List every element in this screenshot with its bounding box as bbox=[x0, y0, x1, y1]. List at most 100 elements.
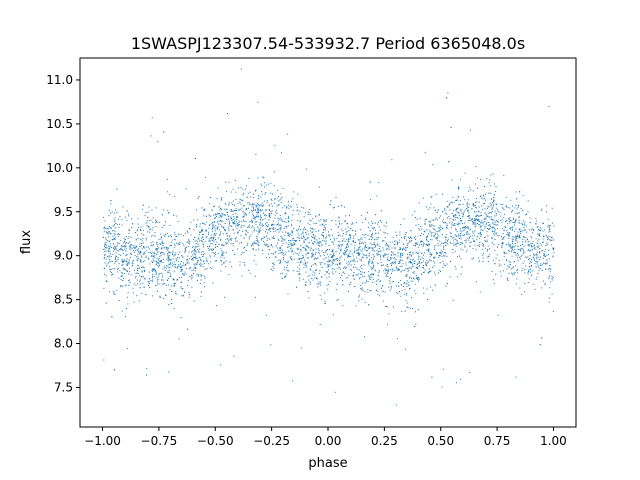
data-point bbox=[122, 262, 124, 264]
data-point bbox=[157, 262, 158, 264]
data-point bbox=[520, 230, 522, 232]
data-point bbox=[254, 218, 256, 220]
data-point bbox=[496, 235, 498, 237]
data-point bbox=[281, 277, 283, 279]
data-point bbox=[236, 228, 238, 230]
data-point bbox=[280, 229, 282, 231]
data-point bbox=[182, 256, 184, 258]
data-point bbox=[177, 257, 179, 259]
data-point bbox=[290, 244, 292, 246]
data-point bbox=[415, 242, 417, 244]
data-point bbox=[362, 289, 364, 291]
data-point bbox=[193, 300, 195, 302]
data-point bbox=[191, 278, 193, 280]
data-point bbox=[377, 251, 379, 253]
data-point bbox=[187, 246, 189, 247]
data-point bbox=[325, 227, 327, 229]
data-point bbox=[531, 249, 533, 251]
data-point bbox=[478, 260, 480, 262]
data-point bbox=[365, 217, 367, 219]
data-point bbox=[465, 208, 467, 210]
data-point bbox=[162, 283, 164, 285]
data-point bbox=[340, 255, 342, 257]
data-point bbox=[512, 241, 513, 243]
data-point bbox=[436, 236, 438, 238]
data-point bbox=[168, 272, 170, 273]
data-point bbox=[181, 266, 183, 268]
data-point bbox=[256, 211, 258, 213]
data-point bbox=[464, 209, 466, 211]
data-point bbox=[173, 214, 175, 216]
data-point bbox=[156, 281, 158, 283]
data-point bbox=[430, 203, 432, 205]
data-point bbox=[173, 247, 175, 249]
data-point bbox=[524, 282, 526, 284]
data-point bbox=[406, 247, 408, 248]
data-point bbox=[431, 239, 433, 241]
data-point bbox=[300, 261, 302, 263]
data-point bbox=[522, 224, 524, 226]
data-point bbox=[452, 215, 454, 217]
data-point bbox=[269, 238, 271, 240]
data-point bbox=[442, 251, 443, 253]
data-point bbox=[402, 263, 404, 265]
data-point bbox=[108, 245, 110, 247]
data-point bbox=[287, 133, 289, 135]
data-point bbox=[422, 260, 424, 262]
data-point bbox=[163, 234, 165, 236]
data-point bbox=[399, 262, 401, 264]
data-point bbox=[468, 237, 470, 239]
data-point bbox=[305, 229, 307, 230]
data-point bbox=[380, 262, 382, 263]
data-point bbox=[162, 268, 164, 270]
data-point bbox=[491, 207, 493, 209]
data-point bbox=[245, 250, 247, 251]
data-point bbox=[455, 268, 457, 270]
data-point bbox=[350, 256, 352, 258]
data-point bbox=[457, 186, 459, 188]
data-point bbox=[171, 254, 173, 255]
data-point bbox=[426, 236, 428, 238]
data-point bbox=[335, 289, 337, 291]
data-point bbox=[251, 206, 253, 208]
data-point bbox=[169, 251, 171, 253]
data-point bbox=[297, 209, 299, 211]
data-point bbox=[501, 242, 503, 244]
data-point bbox=[484, 202, 485, 204]
data-point bbox=[334, 258, 336, 260]
data-point bbox=[141, 248, 143, 250]
data-point bbox=[124, 268, 126, 270]
data-point bbox=[269, 231, 271, 233]
data-point bbox=[406, 254, 408, 256]
data-point bbox=[512, 267, 514, 269]
data-point bbox=[152, 268, 154, 270]
data-point bbox=[300, 236, 302, 238]
data-point bbox=[264, 242, 266, 244]
data-point bbox=[248, 238, 250, 240]
data-point bbox=[259, 216, 261, 218]
data-point bbox=[299, 264, 301, 266]
data-point bbox=[305, 233, 307, 235]
data-point bbox=[332, 263, 334, 264]
data-point bbox=[291, 251, 293, 253]
data-point bbox=[141, 276, 143, 278]
data-point bbox=[162, 252, 164, 254]
data-point bbox=[512, 247, 514, 248]
data-point bbox=[522, 249, 524, 251]
data-point bbox=[304, 248, 306, 250]
data-point bbox=[161, 227, 163, 228]
data-point bbox=[515, 221, 516, 223]
data-point bbox=[443, 242, 445, 244]
data-point bbox=[194, 249, 196, 251]
data-point bbox=[349, 236, 351, 238]
data-point bbox=[492, 219, 494, 220]
data-point bbox=[257, 210, 259, 212]
data-point bbox=[361, 256, 363, 258]
data-point bbox=[118, 227, 120, 229]
data-point bbox=[472, 222, 474, 223]
data-point bbox=[444, 236, 446, 238]
data-point bbox=[165, 267, 167, 269]
data-point bbox=[273, 262, 275, 264]
data-point bbox=[148, 251, 150, 253]
data-point bbox=[437, 230, 439, 232]
